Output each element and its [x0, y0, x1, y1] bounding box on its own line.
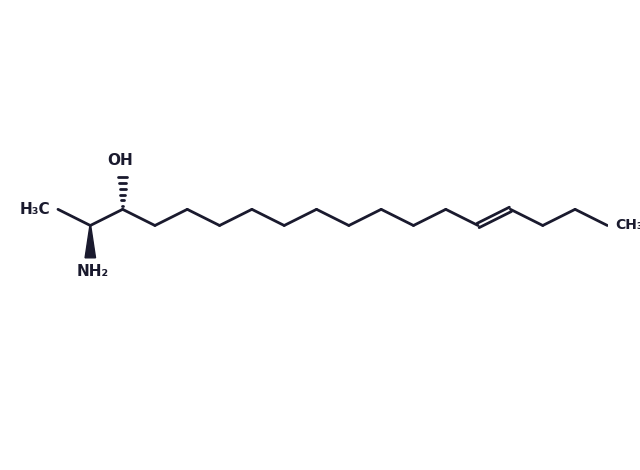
Text: NH₂: NH₂: [76, 264, 108, 279]
Text: H₃C: H₃C: [20, 202, 51, 217]
Text: OH: OH: [107, 153, 132, 168]
Polygon shape: [85, 226, 95, 258]
Text: CH₃: CH₃: [615, 219, 640, 233]
